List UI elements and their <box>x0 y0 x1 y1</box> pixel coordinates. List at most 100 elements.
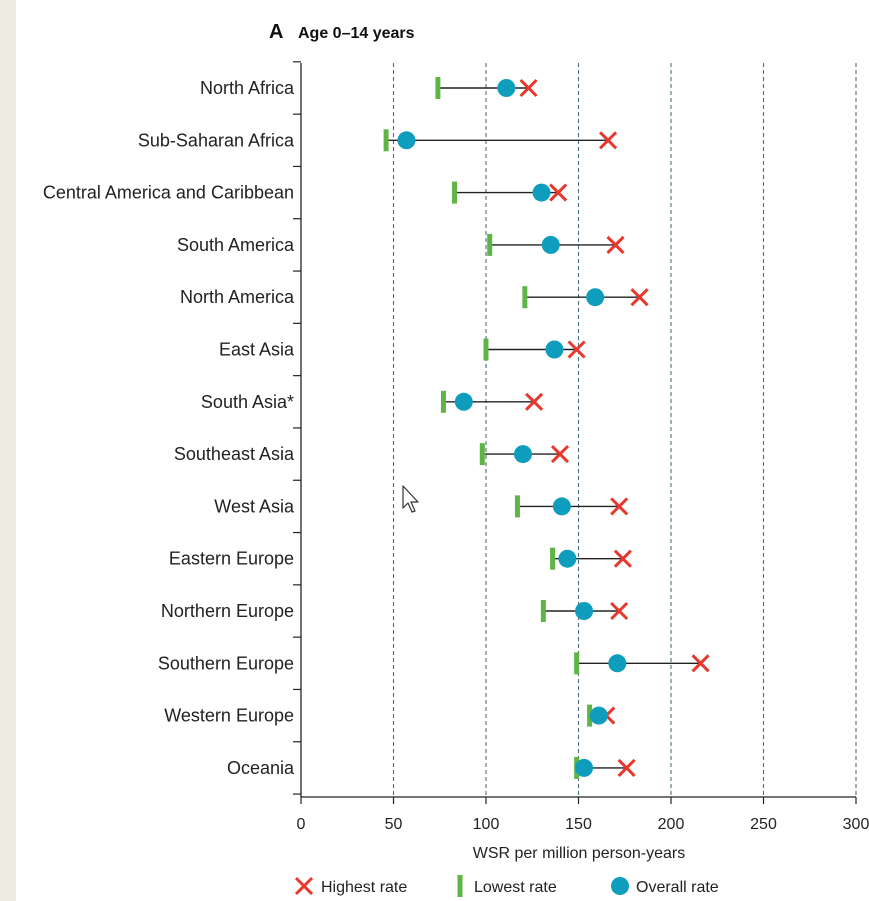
overall-marker <box>575 758 594 777</box>
highest-marker-stroke <box>610 497 629 516</box>
overall-marker <box>586 288 605 307</box>
lowest-marker <box>483 338 489 361</box>
overall-marker <box>589 706 608 725</box>
row-5 <box>483 338 586 361</box>
overall-marker <box>608 654 627 673</box>
legend-overall-symbol <box>611 877 629 895</box>
legend: Highest rate Lowest rate Overall rate <box>294 875 719 897</box>
category-labels: North Africa Sub-Saharan Africa Central Am… <box>43 78 295 778</box>
category-label: North Africa <box>200 78 295 98</box>
overall-marker <box>575 602 594 620</box>
legend-highest-label: Highest rate <box>321 879 407 896</box>
highest-marker <box>550 445 570 464</box>
x-tick-label-300: 300 <box>843 816 869 833</box>
lowest-marker <box>479 443 485 466</box>
highest-marker <box>630 288 649 307</box>
x-tick-label-0: 0 <box>297 816 306 833</box>
category-label: Oceania <box>227 758 295 778</box>
row-9 <box>550 547 632 570</box>
category-label: Northern Europe <box>161 601 294 621</box>
category-label: West Asia <box>214 496 295 516</box>
highest-marker <box>519 78 538 98</box>
highest-marker <box>525 392 544 411</box>
lowest-marker <box>522 286 528 309</box>
row-11 <box>574 652 710 675</box>
row-2 <box>452 181 568 204</box>
overall-marker <box>514 445 532 464</box>
overall-marker <box>545 340 564 359</box>
lowest-marker <box>452 181 458 204</box>
highest-marker <box>549 183 568 202</box>
mouse-cursor-icon <box>402 485 419 513</box>
overall-marker <box>552 497 571 516</box>
category-label: Southeast Asia <box>174 444 295 464</box>
row-8 <box>514 495 629 518</box>
highest-marker-stroke <box>567 340 586 359</box>
x-tick-labels: 0 50 100 150 200 250 300 <box>297 816 869 833</box>
chart-panel: A Age 0–14 years North Africa Sub-Saharan… <box>16 0 869 901</box>
lowest-marker <box>514 495 520 518</box>
legend-highest-symbol <box>294 876 314 896</box>
row-4 <box>522 286 649 309</box>
lowest-marker <box>550 547 556 570</box>
row-6 <box>440 390 544 413</box>
x-axis-title: WSR per million person-years <box>473 845 686 862</box>
range-dot-chart: A Age 0–14 years North Africa Sub-Saharan… <box>43 21 869 897</box>
highest-marker-stroke <box>550 445 570 464</box>
category-label: South America <box>177 235 295 255</box>
highest-marker-stroke <box>599 131 618 150</box>
overall-marker <box>532 183 551 202</box>
highest-marker-stroke <box>617 758 636 777</box>
highest-marker <box>606 235 625 254</box>
row-12 <box>587 704 616 727</box>
chart-title: Age 0–14 years <box>298 25 415 42</box>
lowest-marker <box>574 652 580 675</box>
legend-overall-label: Overall rate <box>636 879 719 896</box>
highest-marker-stroke <box>613 549 632 568</box>
lowest-marker <box>383 129 389 152</box>
lowest-marker <box>435 77 441 99</box>
highest-marker <box>567 340 586 359</box>
overall-marker <box>541 235 560 254</box>
highest-marker <box>617 758 636 777</box>
overall-marker <box>558 549 577 568</box>
category-label: South Asia* <box>201 392 294 412</box>
x-tick-label-250: 250 <box>750 816 777 833</box>
highest-marker <box>610 601 629 621</box>
axes <box>293 61 857 804</box>
category-label: Central America and Caribbean <box>43 183 294 203</box>
data-rows <box>383 77 710 779</box>
legend-lowest-symbol <box>457 875 463 897</box>
lowest-marker <box>487 233 493 256</box>
vertical-gridlines <box>392 63 857 797</box>
highest-marker-stroke <box>519 78 538 98</box>
row-7 <box>479 443 570 466</box>
row-0 <box>435 77 538 99</box>
category-label: North America <box>180 287 295 307</box>
category-label: Eastern Europe <box>169 549 294 569</box>
row-13 <box>574 756 636 779</box>
x-tick-label-100: 100 <box>473 816 500 833</box>
x-tick-label-50: 50 <box>385 816 403 833</box>
panel-letter: A <box>269 21 283 43</box>
lowest-marker <box>540 600 546 622</box>
highest-marker-stroke <box>549 183 568 202</box>
x-tick-label-150: 150 <box>565 816 592 833</box>
highest-marker-stroke <box>525 392 544 411</box>
x-tick-label-200: 200 <box>658 816 685 833</box>
highest-marker <box>599 131 618 150</box>
legend-lowest-label: Lowest rate <box>474 879 557 896</box>
highest-marker <box>691 654 710 673</box>
overall-marker <box>497 79 516 97</box>
category-label: Western Europe <box>164 706 294 726</box>
highest-marker-stroke <box>606 235 625 254</box>
category-label: Sub-Saharan Africa <box>138 130 295 150</box>
highest-marker-stroke <box>610 601 629 621</box>
highest-marker <box>613 549 632 568</box>
lowest-marker <box>587 704 593 727</box>
row-3 <box>487 233 625 256</box>
row-1 <box>383 129 618 152</box>
category-label: Southern Europe <box>158 653 294 673</box>
legend-highest-stroke <box>294 876 314 896</box>
highest-marker <box>610 497 629 516</box>
